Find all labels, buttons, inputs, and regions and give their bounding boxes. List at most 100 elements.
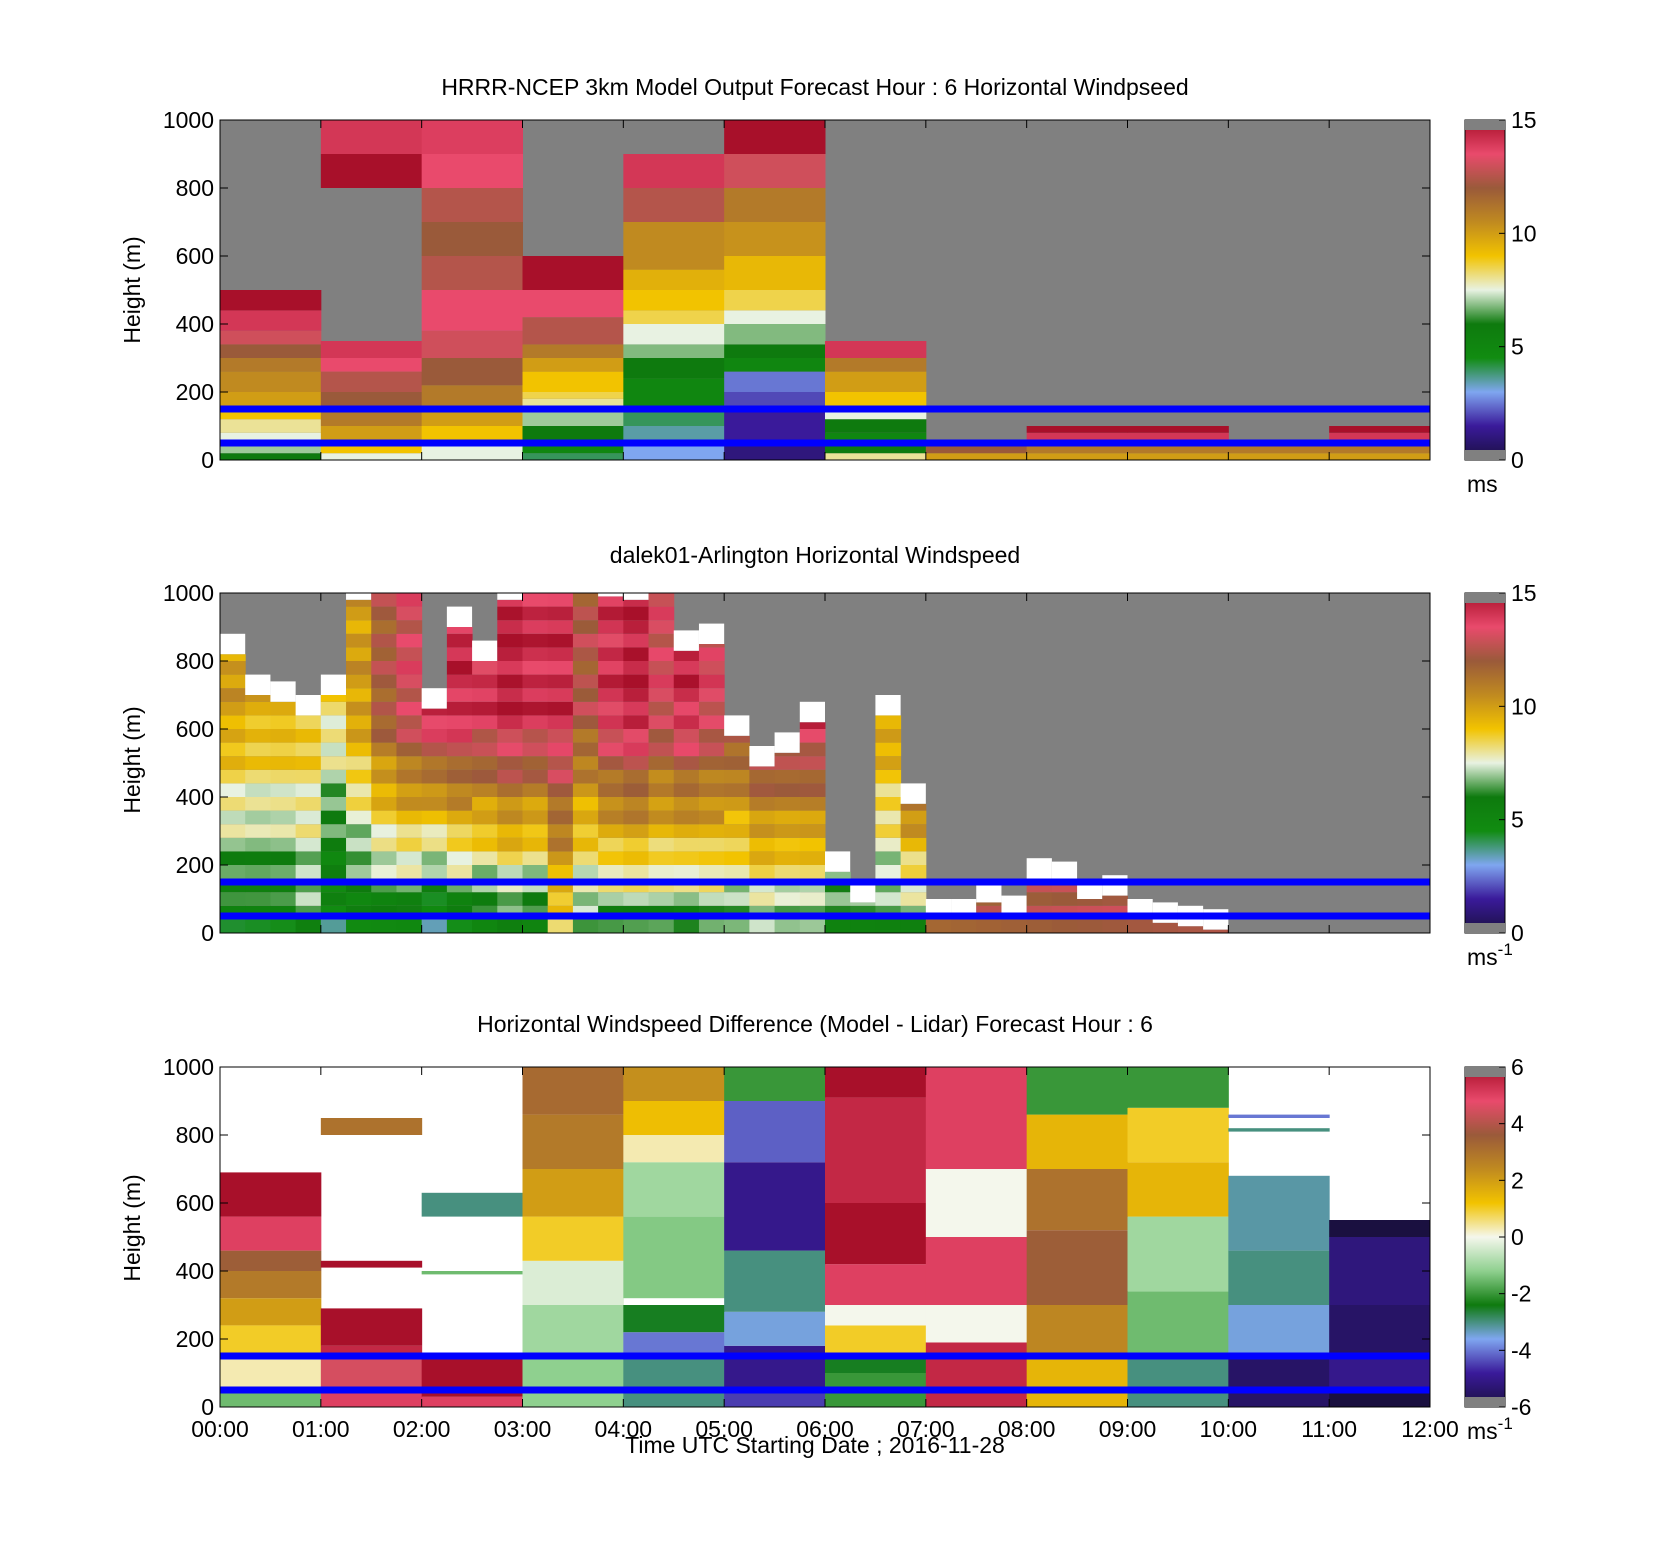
heatmap-cell: [522, 688, 549, 702]
heatmap-cell: [724, 324, 826, 345]
colorbar-tick-label: -4: [1511, 1337, 1532, 1363]
x-tick-label: 03:00: [494, 1416, 552, 1442]
heatmap-cell: [396, 851, 423, 865]
heatmap-cell: [572, 715, 599, 729]
heatmap-cell: [648, 797, 675, 811]
heatmap-cell: [673, 865, 700, 879]
heatmap-cell: [547, 919, 574, 933]
heatmap-cell: [900, 810, 927, 825]
heatmap-cell: [1102, 919, 1128, 933]
heatmap-cell: [623, 892, 650, 906]
heatmap-cell: [774, 797, 801, 811]
heatmap-cell: [547, 837, 574, 852]
heatmap-cell: [497, 742, 523, 757]
heatmap-cell: [648, 756, 675, 770]
heatmap-cell: [371, 769, 397, 784]
heatmap-cell: [421, 742, 448, 757]
heatmap-cell: [446, 661, 473, 675]
heatmap-cell: [320, 769, 347, 784]
colorbar-tick-label: 4: [1511, 1111, 1524, 1137]
heatmap-cell: [623, 647, 650, 661]
heatmap-cell: [673, 701, 700, 716]
heatmap-cell: [522, 1260, 624, 1305]
heatmap-cell: [320, 865, 347, 879]
heatmap-cell: [346, 810, 372, 825]
heatmap-cell: [421, 446, 523, 460]
heatmap-cell: [472, 674, 498, 689]
difference-panel-ylabel: Height (m): [119, 1174, 145, 1281]
colorbar-tick-label: 5: [1511, 334, 1524, 360]
heatmap-cell: [371, 661, 397, 675]
heatmap-cell: [724, 756, 750, 770]
heatmap-cell: [421, 1271, 523, 1275]
heatmap-cell: [421, 222, 523, 256]
heatmap-cell: [774, 824, 801, 838]
heatmap-cell: [446, 837, 473, 852]
heatmap-cell: [295, 919, 322, 933]
x-tick-label: 01:00: [292, 1416, 350, 1442]
heatmap-cell: [220, 729, 246, 743]
heatmap-cell: [900, 851, 927, 865]
colorbar-unit: ms-1: [1467, 940, 1513, 970]
heatmap-cell: [245, 695, 271, 702]
no-data-cell: [472, 640, 498, 661]
heatmap-cell: [724, 851, 750, 865]
heatmap-cell: [497, 865, 523, 879]
heatmap-cell: [396, 620, 423, 634]
heatmap-cell: [472, 729, 498, 743]
heatmap-cell: [220, 1271, 322, 1299]
no-data-cell: [598, 593, 624, 597]
heatmap-cell: [421, 810, 448, 825]
heatmap-cell: [522, 824, 549, 838]
heatmap-cell: [396, 797, 423, 811]
heatmap-cell: [421, 154, 523, 188]
x-tick-label: 08:00: [998, 1416, 1056, 1442]
heatmap-cell: [270, 797, 297, 811]
heatmap-cell: [1329, 426, 1431, 433]
heatmap-cell: [623, 688, 650, 702]
no-data-cell: [875, 695, 901, 716]
y-tick-label: 200: [176, 379, 214, 405]
heatmap-cell: [270, 701, 297, 716]
heatmap-cell: [346, 742, 372, 757]
heatmap-cell: [320, 358, 423, 372]
heatmap-cell: [875, 865, 902, 879]
heatmap-cell: [547, 606, 574, 621]
heatmap-cell: [1203, 929, 1229, 933]
heatmap-cell: [396, 742, 423, 757]
heatmap-cell: [572, 810, 599, 825]
heatmap-cell: [698, 729, 725, 743]
heatmap-cell: [497, 797, 523, 811]
heatmap-cell: [1127, 1216, 1229, 1292]
heatmap-cell: [522, 797, 549, 811]
heatmap-cell: [799, 769, 826, 784]
colorbar-tick-label: 10: [1511, 693, 1537, 719]
heatmap-cell: [220, 419, 322, 433]
heatmap-cell: [825, 1067, 927, 1098]
heatmap-cell: [446, 892, 473, 906]
heatmap-cell: [421, 769, 448, 784]
heatmap-cell: [598, 674, 624, 689]
heatmap-cell: [547, 701, 574, 716]
heatmap-cell: [572, 783, 599, 797]
heatmap-cell: [623, 742, 650, 757]
heatmap-cell: [346, 729, 372, 743]
heatmap-cell: [497, 824, 523, 838]
heatmap-cell: [648, 729, 675, 743]
heatmap-cell: [572, 661, 599, 675]
heatmap-cell: [295, 824, 322, 838]
heatmap-cell: [724, 371, 826, 392]
heatmap-cell: [346, 837, 372, 852]
heatmap-cell: [522, 620, 549, 634]
heatmap-cell: [220, 1250, 322, 1271]
heatmap-cell: [320, 701, 347, 716]
heatmap-cell: [1127, 1291, 1229, 1356]
heatmap-cell: [1329, 1356, 1431, 1390]
model-panel-title: HRRR-NCEP 3km Model Output Forecast Hour…: [441, 74, 1188, 100]
heatmap-cell: [396, 824, 423, 838]
heatmap-cell: [396, 593, 423, 607]
heatmap-cell: [220, 446, 322, 454]
heatmap-cell: [371, 892, 397, 906]
heatmap-cell: [623, 446, 725, 460]
heatmap-cell: [648, 742, 675, 757]
